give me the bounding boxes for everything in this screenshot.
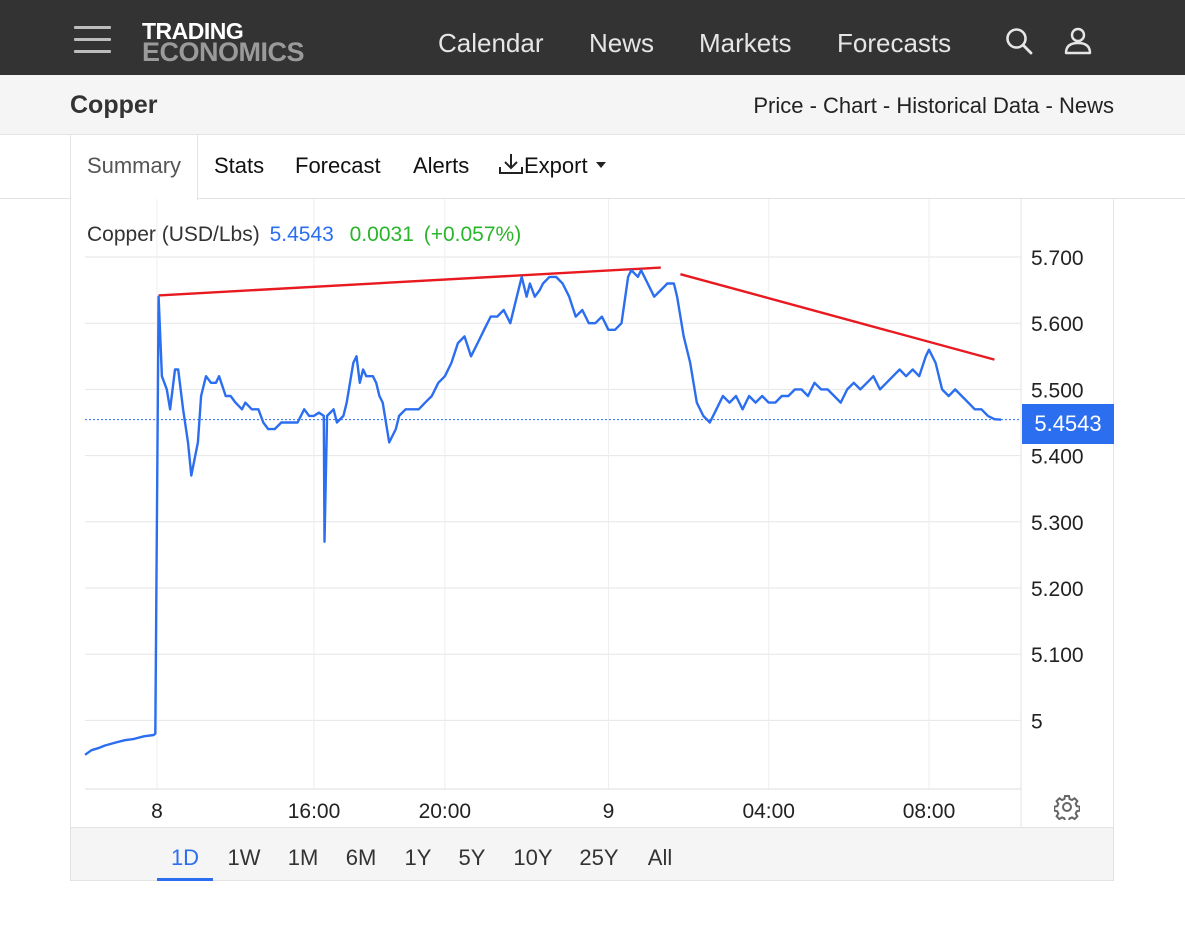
link-price[interactable]: Price (753, 93, 804, 118)
link-chart[interactable]: Chart (823, 93, 877, 118)
menu-icon[interactable] (74, 26, 111, 54)
top-bar: TRADING ECONOMICS Calendar News Markets … (0, 0, 1185, 75)
logo[interactable]: TRADING ECONOMICS (142, 18, 305, 67)
y-tick-label: 5.100 (1031, 644, 1084, 667)
user-icon[interactable] (1063, 26, 1093, 56)
legend-name: Copper (USD/Lbs) (87, 223, 260, 246)
trendlines (158, 266, 995, 361)
link-separator: - (803, 93, 824, 118)
sub-header: Copper Price - Chart - Historical Data -… (0, 75, 1185, 135)
x-axis-labels: 8 16:00 20:00 9 04:00 08:00 (151, 800, 955, 823)
download-icon (499, 154, 523, 174)
range-5y[interactable]: 5Y (458, 845, 486, 870)
logo-line1: TRADING (142, 18, 244, 44)
chart-grid (85, 199, 1022, 827)
range-1m[interactable]: 1M (287, 845, 319, 870)
tab-summary[interactable]: Summary (70, 135, 198, 200)
tab-stats[interactable]: Stats (214, 153, 265, 178)
range-6m[interactable]: 6M (345, 845, 377, 870)
nav-news[interactable]: News (589, 28, 655, 58)
export-label: Export (524, 153, 588, 178)
range-1y[interactable]: 1Y (404, 845, 432, 870)
x-tick-label: 9 (603, 800, 615, 823)
range-selector: 1D 1W 1M 6M 1Y 5Y 10Y 25Y All (71, 827, 1113, 881)
link-separator: - (876, 93, 897, 118)
section-links: Price - Chart - Historical Data - News (753, 93, 1114, 119)
price-chart[interactable]: 5.700 5.600 5.500 5.400 5.300 5.200 5.100 5 8 16… (71, 199, 1113, 827)
price-series-line (84, 269, 1002, 756)
trendline (680, 273, 995, 361)
search-icon[interactable] (1004, 26, 1034, 56)
trendline (158, 266, 661, 297)
chart-panel: 5.700 5.600 5.500 5.400 5.300 5.200 5.100 5 8 16… (70, 199, 1114, 881)
link-separator: - (1039, 93, 1059, 118)
range-1d[interactable]: 1D (157, 828, 213, 881)
x-tick-label: 08:00 (903, 800, 956, 823)
y-tick-label: 5 (1031, 710, 1043, 733)
y-axis-labels: 5.700 5.600 5.500 5.400 5.300 5.200 5.100 5 (1031, 247, 1084, 733)
nav-forecasts[interactable]: Forecasts (837, 28, 952, 58)
chart-legend: Copper (USD/Lbs) 5.4543 0.0031 (+0.057%) (87, 223, 521, 247)
caret-down-icon (595, 162, 606, 168)
link-historical-data[interactable]: Historical Data (896, 93, 1040, 118)
x-tick-label: 16:00 (288, 800, 341, 823)
range-10y[interactable]: 10Y (513, 845, 553, 870)
tab-alerts[interactable]: Alerts (413, 153, 470, 178)
link-news[interactable]: News (1058, 93, 1114, 118)
gear-icon[interactable] (1054, 794, 1080, 820)
range-all[interactable]: All (647, 845, 673, 870)
x-tick-label: 20:00 (419, 800, 472, 823)
range-1w[interactable]: 1W (227, 845, 261, 870)
x-tick-label: 04:00 (742, 800, 795, 823)
tabs-bar: Summary Stats Forecast Alerts Export (0, 135, 1185, 200)
y-tick-label: 5.400 (1031, 446, 1084, 469)
logo-line2: ECONOMICS (142, 37, 305, 67)
legend-change: 0.0031 (349, 223, 414, 246)
legend-change-pct: (+0.057%) (423, 223, 522, 246)
page-title: Copper (70, 91, 158, 119)
y-tick-label: 5.700 (1031, 247, 1084, 270)
y-tick-label: 5.600 (1031, 313, 1084, 336)
y-tick-label: 5.300 (1031, 512, 1084, 535)
range-25y[interactable]: 25Y (579, 845, 619, 870)
x-tick-label: 8 (151, 800, 163, 823)
y-tick-label: 5.500 (1031, 379, 1084, 402)
y-tick-label: 5.200 (1031, 578, 1084, 601)
nav-calendar[interactable]: Calendar (438, 28, 544, 58)
legend-price: 5.4543 (269, 223, 334, 246)
last-price-tag: 5.4543 (1022, 404, 1114, 444)
tab-forecast[interactable]: Forecast (295, 153, 381, 178)
nav-markets[interactable]: Markets (699, 28, 792, 58)
tab-export[interactable]: Export (498, 135, 608, 199)
